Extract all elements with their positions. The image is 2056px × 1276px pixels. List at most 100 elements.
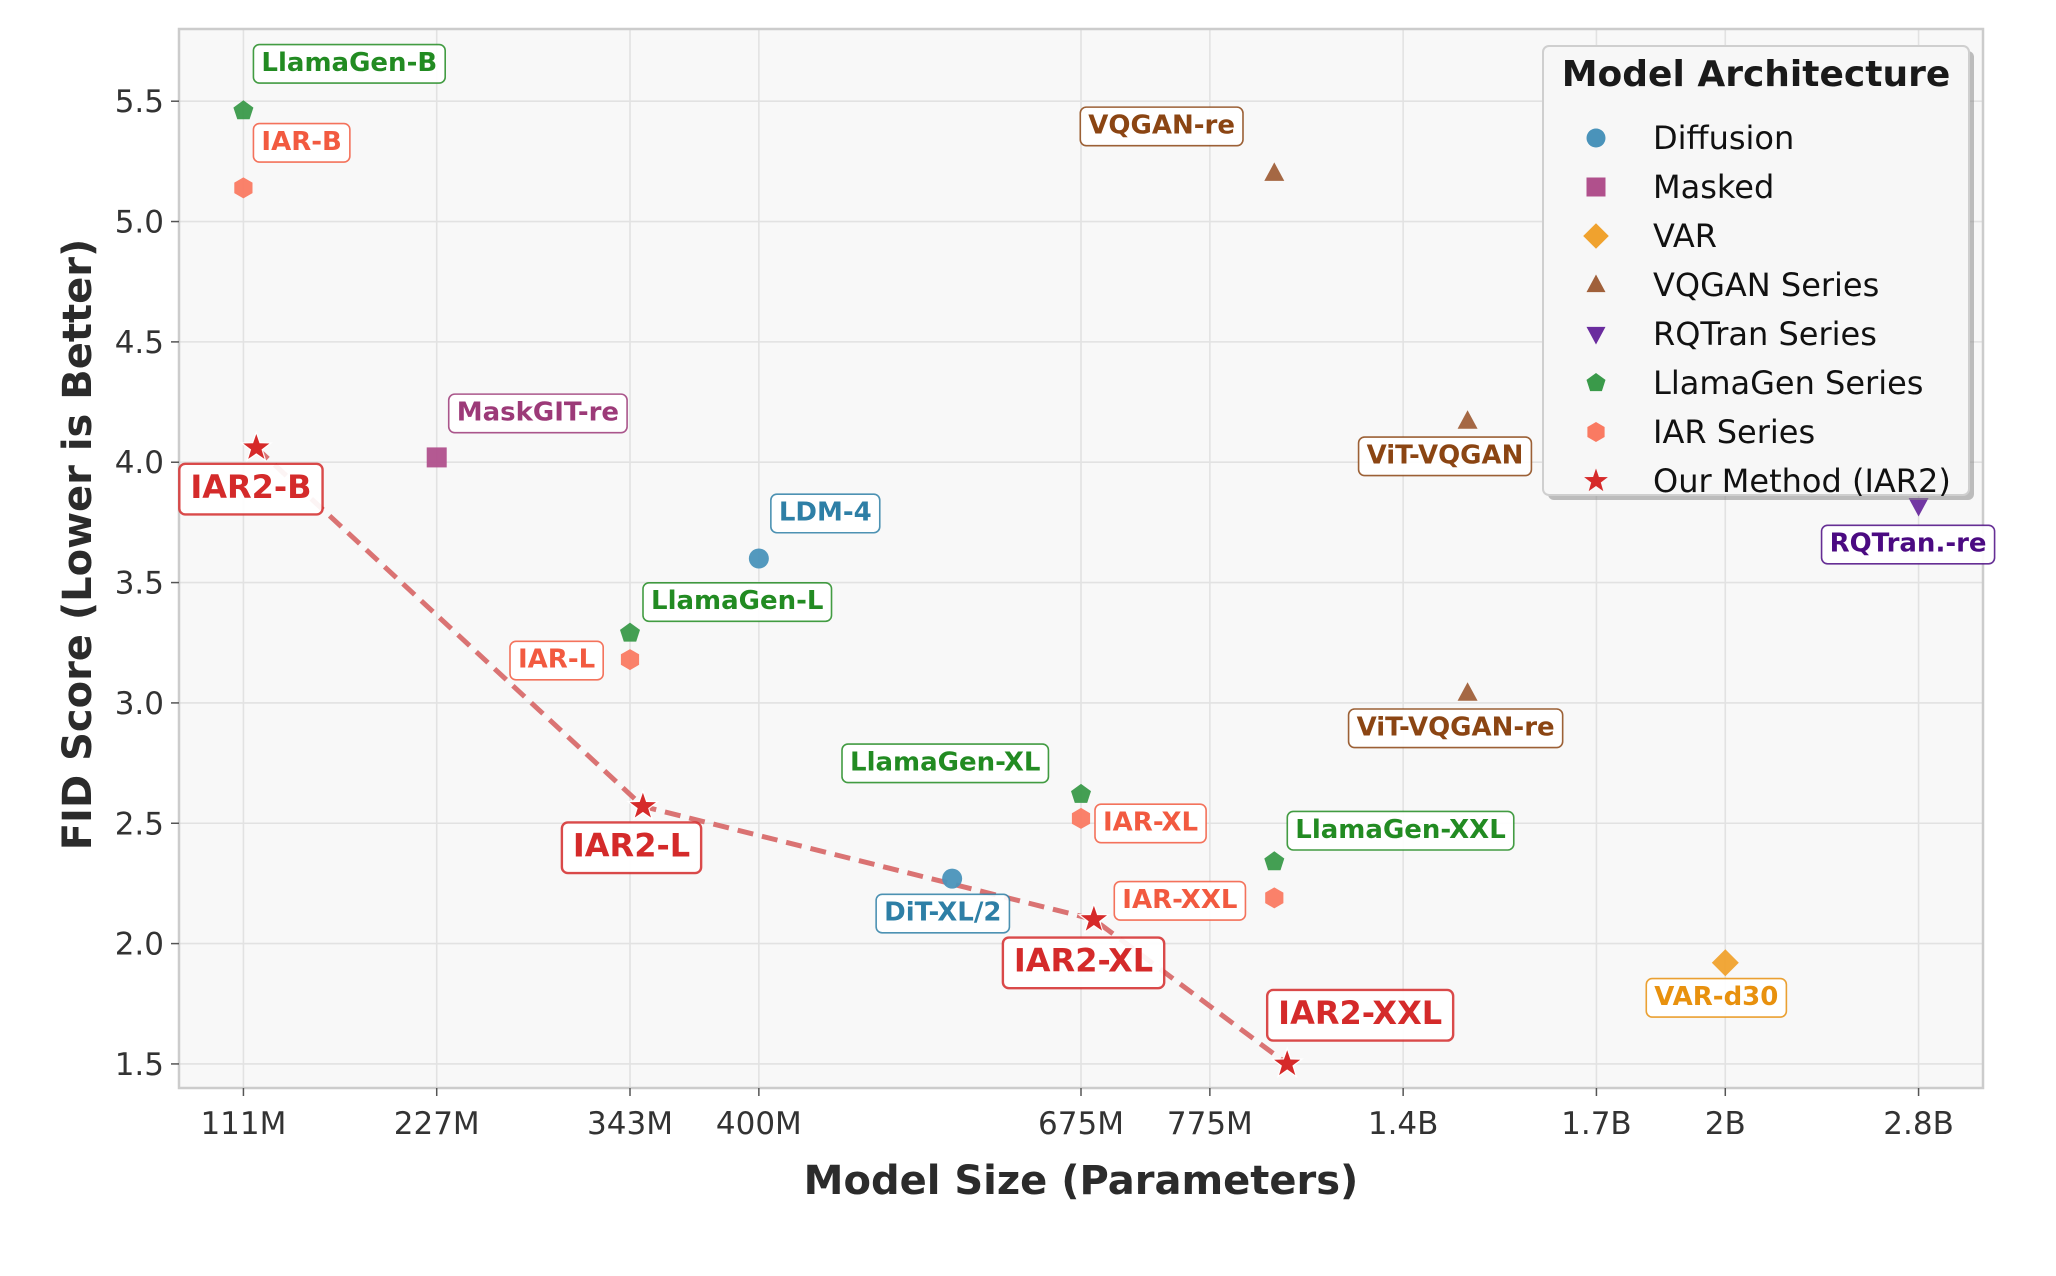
point-iar-b xyxy=(234,177,253,199)
annotation-llamagen-b: LlamaGen-B xyxy=(252,43,446,84)
annotation-maskgit-re: MaskGIT-re xyxy=(447,393,628,434)
legend-item-masked: Masked xyxy=(1586,168,1774,206)
legend-label: Masked xyxy=(1653,168,1774,206)
x-tick-label: 2B xyxy=(1705,1106,1746,1142)
annotation-label: IAR-B xyxy=(261,127,341,157)
y-tick-label: 5.5 xyxy=(115,84,164,120)
annotation-box xyxy=(1347,708,1564,749)
annotation-box xyxy=(1645,977,1788,1018)
point-llamagen-b xyxy=(233,100,254,120)
point-llamagen-xl xyxy=(1071,783,1091,803)
annotation-label: IAR-L xyxy=(518,645,595,675)
point-iar2-l xyxy=(629,792,656,818)
legend-item-vqgan-series: VQGAN Series xyxy=(1586,266,1879,304)
legend-item-diffusion: Diffusion xyxy=(1586,119,1794,157)
annotation-llamagen-xl: LlamaGen-XL xyxy=(841,743,1050,784)
point-iar-l xyxy=(620,649,640,671)
legend-title: Model Architecture xyxy=(1562,54,1951,95)
point-llamagen-l xyxy=(620,622,640,642)
annotation-box xyxy=(509,640,604,681)
legend-triangle-down-icon xyxy=(1586,326,1606,345)
data-points xyxy=(233,100,1929,1079)
annotation-box xyxy=(1820,524,1996,565)
annotation-label: VQGAN-re xyxy=(1088,110,1235,140)
point-llamagen-xxl xyxy=(1264,851,1285,871)
y-tick-label: 5.0 xyxy=(115,205,164,241)
annotation-label: RQTran.-re xyxy=(1830,529,1987,559)
annotation-label: MaskGIT-re xyxy=(457,397,619,427)
x-tick-label: 343M xyxy=(587,1106,673,1142)
annotation-label: IAR-XL xyxy=(1103,807,1198,837)
annotation-label: LlamaGen-L xyxy=(651,586,824,616)
x-tick-label: 1.7B xyxy=(1561,1106,1632,1142)
annotation-label: IAR2-XL xyxy=(1014,942,1153,980)
annotation-vit-vqgan-re: ViT-VQGAN-re xyxy=(1347,708,1564,749)
annotation-box xyxy=(1357,436,1533,477)
y-tick-label: 3.5 xyxy=(115,566,164,602)
annotation-iar-l: IAR-L xyxy=(509,640,604,681)
annotation-label: IAR2-B xyxy=(190,468,311,506)
annotation-label: LlamaGen-XL xyxy=(850,747,1040,777)
annotation-box xyxy=(1094,803,1207,844)
y-tick-label: 3.0 xyxy=(115,686,164,722)
annotation-box xyxy=(447,393,628,434)
annotation-box xyxy=(770,493,881,534)
y-axis-ticks: 1.5 2.0 2.5 3.0 3.5 4.0 4.5 5.0 5.5 xyxy=(115,84,179,1083)
annotation-label: VAR-d30 xyxy=(1654,982,1778,1012)
annotation-box xyxy=(252,122,351,163)
legend-item-var: VAR xyxy=(1583,217,1717,255)
point-iar-xxl xyxy=(1265,887,1284,909)
annotation-box xyxy=(841,743,1050,784)
legend-circle-icon xyxy=(1586,128,1606,148)
annotation-label: DiT-XL/2 xyxy=(884,898,1001,928)
x-tick-label: 675M xyxy=(1038,1106,1124,1142)
legend-square-icon xyxy=(1586,177,1606,197)
point-ldm-4 xyxy=(748,548,769,569)
annotation-llamagen-l: LlamaGen-L xyxy=(642,582,833,623)
legend-item-iar-series: IAR Series xyxy=(1587,413,1815,451)
y-tick-label: 4.5 xyxy=(115,325,164,361)
annotation-box xyxy=(560,821,703,875)
iar2-dashed-line xyxy=(254,445,1289,1066)
x-axis-ticks: 111M 227M 343M 400M 675M 775M 1.4B 1.7B 2B 2.8B xyxy=(200,1088,1954,1142)
annotation-label: IAR2-L xyxy=(573,826,690,864)
x-tick-label: 775M xyxy=(1167,1106,1253,1142)
annotation-label: LDM-4 xyxy=(779,498,872,528)
legend-pentagon-icon xyxy=(1586,373,1606,392)
iar2-trend-line xyxy=(254,445,1289,1066)
legend-triangle-up-icon xyxy=(1586,274,1606,293)
legend-label: Diffusion xyxy=(1653,119,1794,157)
annotation-llamagen-xxl: LlamaGen-XXL xyxy=(1286,810,1515,851)
x-tick-label: 400M xyxy=(716,1106,802,1142)
annotation-vit-vqgan: ViT-VQGAN xyxy=(1357,436,1533,477)
legend-label: VQGAN Series xyxy=(1653,266,1879,304)
x-tick-label: 227M xyxy=(394,1106,480,1142)
annotation-box xyxy=(252,43,446,84)
point-var-d30 xyxy=(1711,949,1739,977)
point-vqgan-re xyxy=(1264,162,1285,181)
annotation-box xyxy=(642,582,833,623)
point-rqtran-re xyxy=(1908,498,1929,517)
y-tick-label: 4.0 xyxy=(115,445,164,481)
annotation-iar2-l: IAR2-L xyxy=(560,821,703,875)
x-tick-label: 111M xyxy=(200,1106,286,1142)
annotation-iar-b: IAR-B xyxy=(252,122,351,163)
point-iar-xl xyxy=(1071,807,1091,829)
point-iar2-b xyxy=(243,434,270,459)
annotation-box xyxy=(875,893,1011,934)
annotation-label: IAR2-XXL xyxy=(1278,994,1442,1032)
y-tick-label: 1.5 xyxy=(115,1047,164,1083)
y-tick-label: 2.0 xyxy=(115,927,164,963)
annotation-label: LlamaGen-XXL xyxy=(1295,815,1505,845)
legend-item-our-method-iar2: Our Method (IAR2) xyxy=(1584,462,1951,500)
annotation-ldm-4: LDM-4 xyxy=(770,493,881,534)
annotation-iar2-xxl: IAR2-XXL xyxy=(1265,988,1455,1042)
annotation-var-d30: VAR-d30 xyxy=(1645,977,1788,1018)
legend-diamond-icon xyxy=(1583,223,1609,249)
point-iar2-xxl xyxy=(1274,1050,1301,1076)
annotation-label: IAR-XXL xyxy=(1122,885,1237,915)
legend-items: Diffusion Masked VAR VQGAN Series RQTran Ser… xyxy=(1583,119,1951,500)
annotation-box xyxy=(1079,106,1244,147)
annotation-label: ViT-VQGAN xyxy=(1367,440,1524,470)
point-annotations: LDM-4 DiT-XL/2 MaskGIT-re VAR-d30 VQGAN-re Vi… xyxy=(178,43,1996,1042)
